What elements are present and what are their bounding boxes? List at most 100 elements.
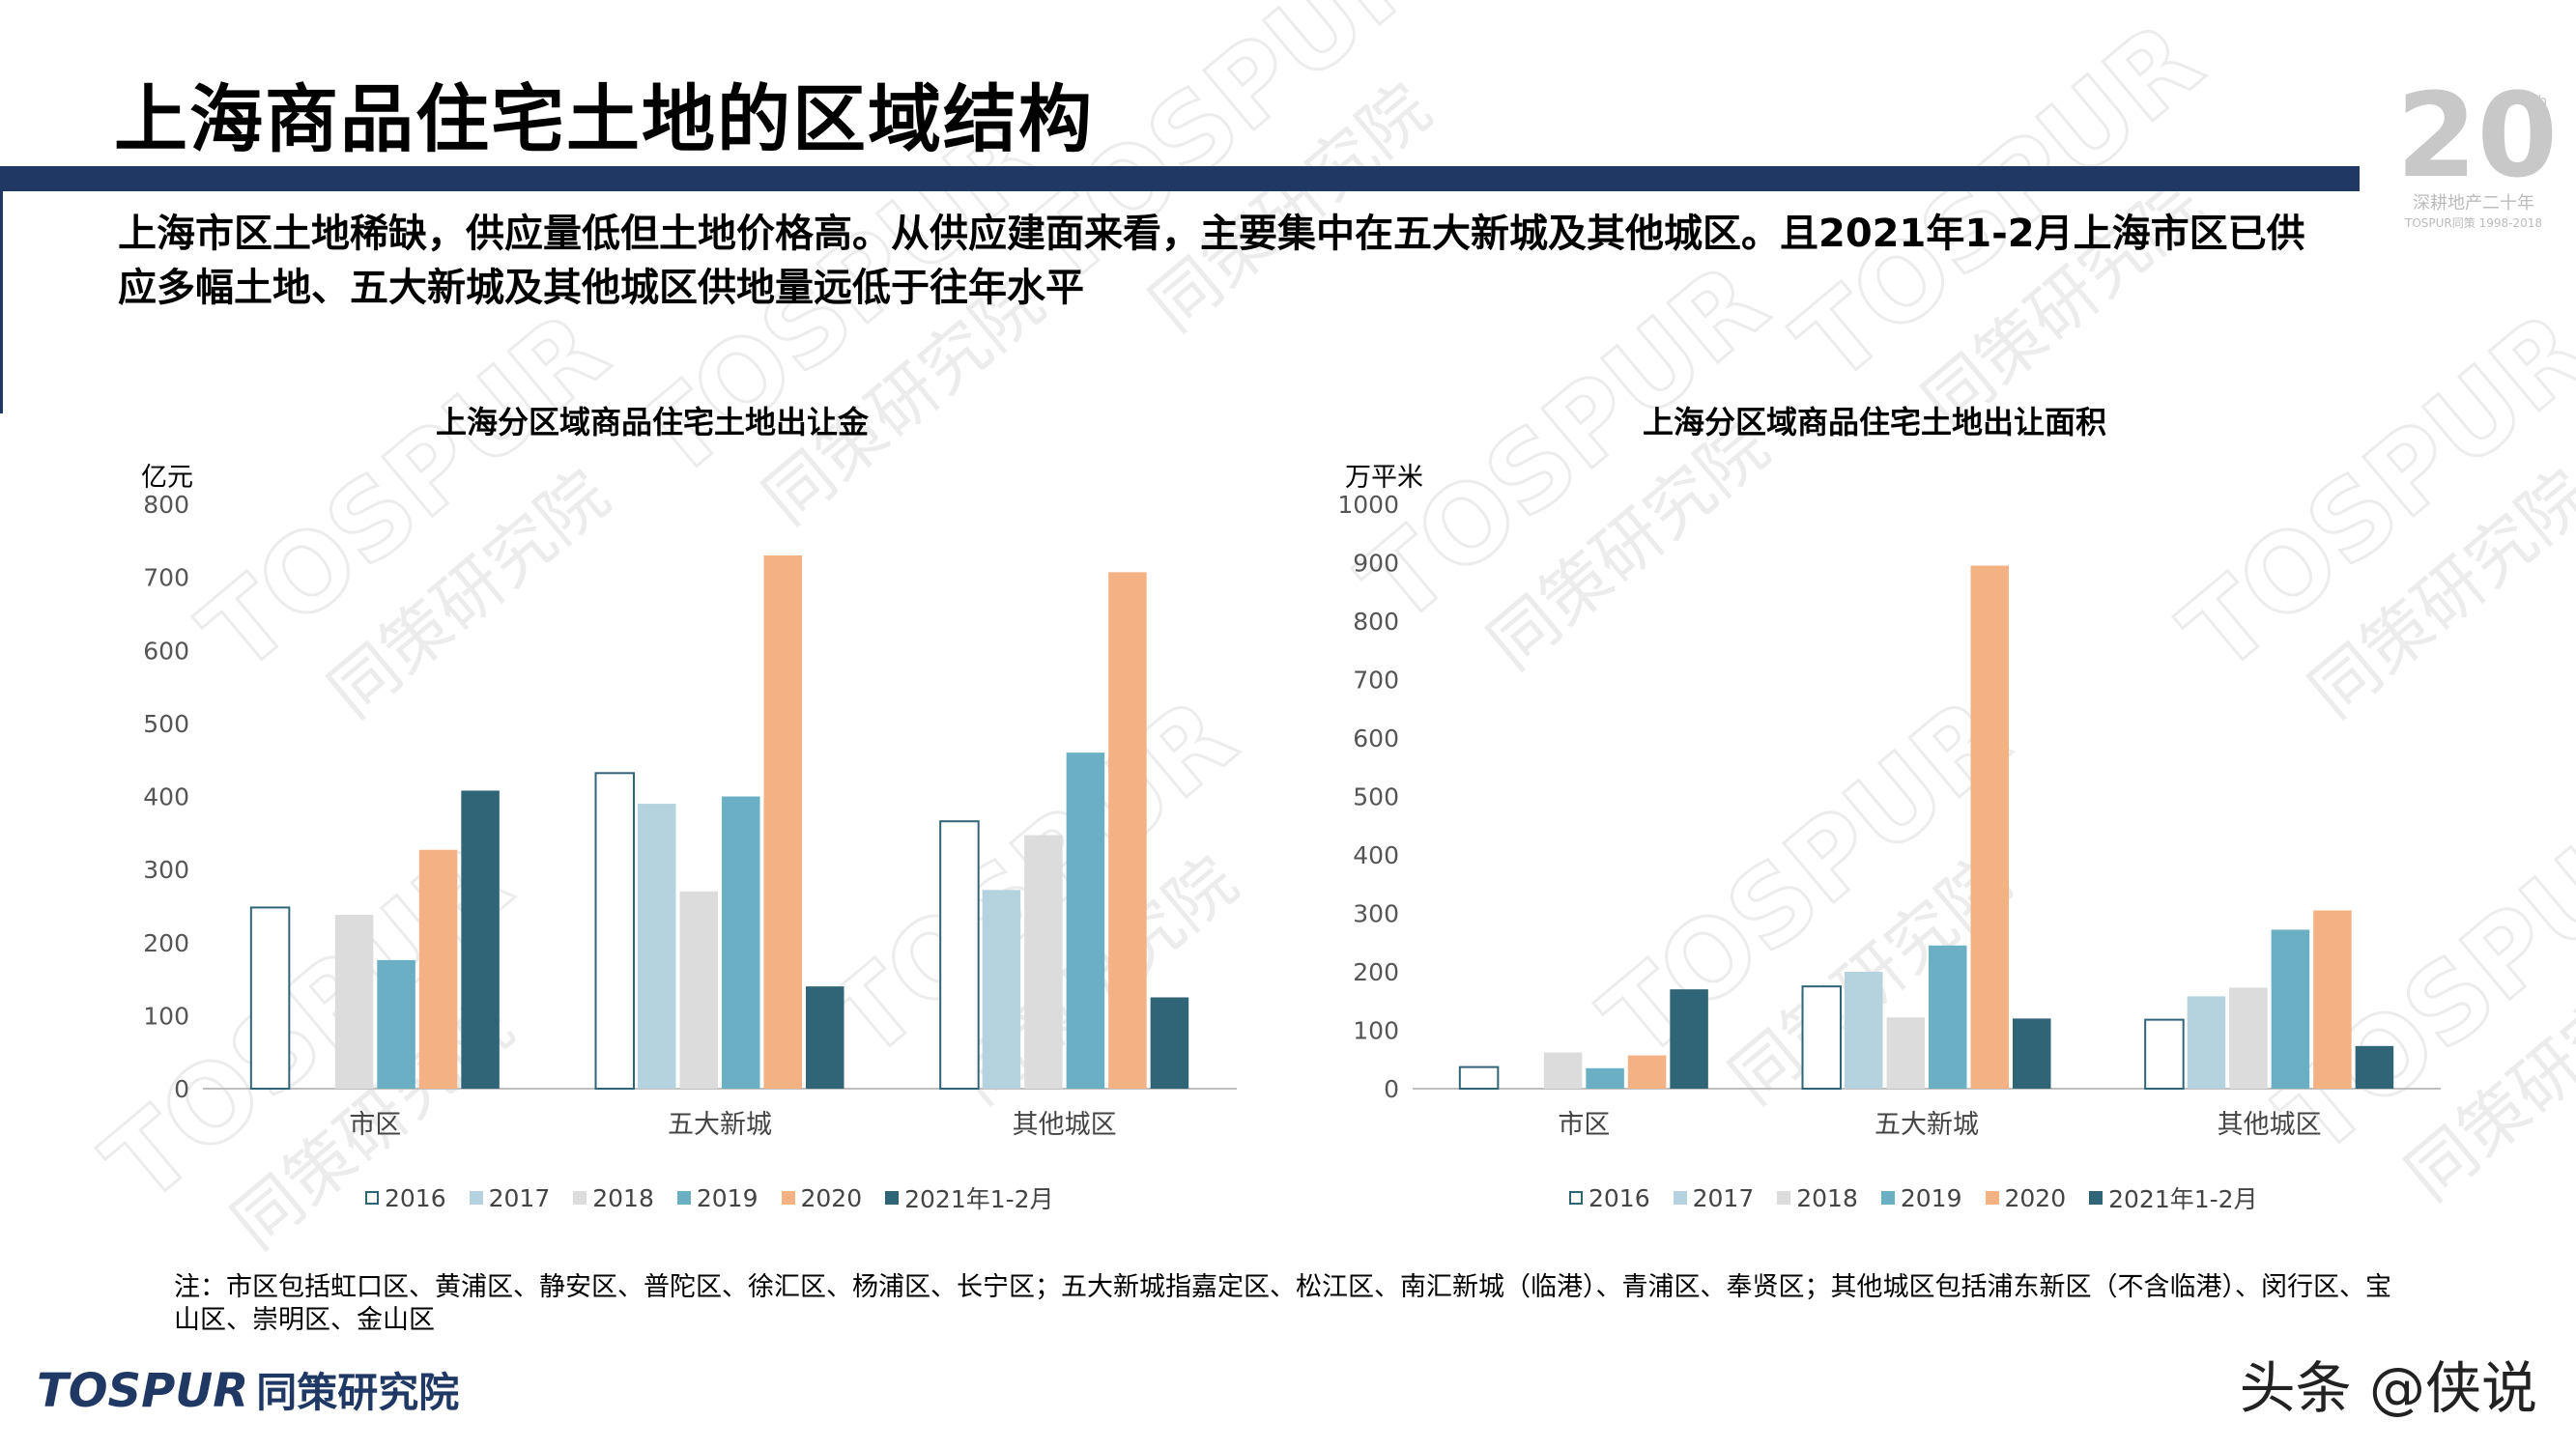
bar-2019-五大新城 — [722, 796, 760, 1089]
y-tick-label: 400 — [143, 783, 189, 811]
bar-2018-其他城区 — [2229, 987, 2268, 1089]
legend-swatch — [365, 1191, 379, 1205]
legend-swatch — [1569, 1191, 1583, 1205]
anniversary-20-icon: 20 th — [2396, 70, 2558, 204]
y-tick-label: 700 — [143, 564, 189, 592]
bar-2019-其他城区 — [2271, 929, 2310, 1089]
legend-swatch — [573, 1191, 587, 1205]
bar-2020-市区 — [418, 849, 458, 1089]
legend-swatch — [885, 1191, 900, 1205]
y-tick-label: 100 — [143, 1002, 189, 1030]
bar-2018-市区 — [1543, 1052, 1583, 1089]
legend-label: 2021年1-2月 — [904, 1185, 1054, 1213]
chart-2-unit: 万平米 — [1345, 463, 1423, 493]
x-category-label: 其他城区 — [2218, 1110, 2322, 1140]
legend-item: 2017 — [1673, 1183, 1755, 1212]
legend-swatch — [1985, 1191, 1999, 1205]
y-tick-label: 1000 — [1337, 491, 1399, 519]
bar-2016-其他城区 — [939, 820, 980, 1090]
legend-swatch — [781, 1191, 795, 1205]
page-title: 上海商品住宅土地的区域结构 — [114, 76, 1094, 162]
source-credit: 头条 @侠说 — [2239, 1355, 2537, 1421]
bar-2016-五大新城 — [594, 772, 635, 1090]
bar-2016-市区 — [249, 906, 291, 1091]
y-tick-label: 700 — [1353, 667, 1399, 695]
legend-label: 2020 — [2004, 1183, 2067, 1212]
bar-2018-五大新城 — [1886, 1017, 1925, 1089]
bar-2017-其他城区 — [982, 890, 1021, 1089]
legend-label: 2017 — [1692, 1183, 1755, 1212]
bar-2020-其他城区 — [1108, 572, 1147, 1089]
bar-2021年1-2月-五大新城 — [806, 986, 844, 1089]
bar-2021年1-2月-市区 — [1670, 989, 1708, 1089]
x-category-label: 其他城区 — [1013, 1110, 1117, 1140]
svg-text:TOSPUR: TOSPUR — [1772, 0, 2223, 406]
chart-1-title: 上海分区域商品住宅土地出让金 — [435, 404, 869, 440]
legend-item: 2020 — [781, 1183, 863, 1212]
legend-swatch — [469, 1191, 483, 1205]
legend-item: 2016 — [1569, 1184, 1650, 1212]
title-rule — [0, 166, 2360, 191]
bar-2019-其他城区 — [1066, 753, 1105, 1089]
legend-label: 2018 — [592, 1183, 654, 1212]
y-tick-label: 500 — [143, 710, 189, 738]
x-category-label: 五大新城 — [1875, 1110, 1979, 1140]
bar-2020-市区 — [1627, 1055, 1667, 1089]
legend-item: 2021年1-2月 — [885, 1180, 1054, 1215]
legend-label: 2019 — [1900, 1183, 1962, 1212]
y-tick-label: 0 — [174, 1075, 189, 1103]
legend-item: 2016 — [365, 1184, 446, 1212]
brand-logo: TOSPUR 同策研究院 — [37, 1360, 459, 1419]
legend-swatch — [1777, 1191, 1791, 1205]
bar-2017-五大新城 — [1845, 972, 1883, 1089]
legend-swatch — [1673, 1191, 1687, 1205]
bar-2019-市区 — [377, 959, 415, 1089]
legend-item: 2017 — [469, 1183, 551, 1212]
bar-2017-五大新城 — [638, 804, 676, 1089]
bar-2018-其他城区 — [1024, 835, 1063, 1089]
bar-2018-五大新城 — [679, 891, 718, 1089]
bar-2021年1-2月-其他城区 — [1150, 997, 1189, 1089]
anniversary-logo: 20 th 深耕地产二十年 TOSPUR同策 1998-2018 — [2387, 70, 2561, 253]
y-tick-label: 900 — [1353, 550, 1399, 578]
bar-2018-市区 — [334, 915, 374, 1089]
chart-2-title: 上海分区域商品住宅土地出让面积 — [1642, 404, 2106, 440]
bar-2021年1-2月-市区 — [461, 790, 500, 1089]
bar-2021年1-2月-五大新城 — [2013, 1018, 2051, 1089]
chart-1-unit: 亿元 — [141, 463, 193, 493]
legend-item: 2018 — [1777, 1184, 1858, 1212]
legend-item: 2019 — [1880, 1183, 1962, 1212]
y-tick-label: 300 — [143, 856, 189, 884]
legend-item: 2021年1-2月 — [2089, 1180, 2258, 1215]
legend-label: 2016 — [385, 1183, 446, 1212]
legend-label: 2021年1-2月 — [2108, 1185, 2258, 1213]
legend-swatch — [1880, 1191, 1895, 1205]
y-tick-label: 100 — [1353, 1017, 1399, 1045]
anniversary-caption-2: TOSPUR同策 1998-2018 — [2405, 216, 2542, 230]
y-tick-label: 200 — [1353, 958, 1399, 986]
chart-2-legend: 2016 2017 2018 2019 2020 2021年1-2月 — [1569, 1180, 2258, 1215]
bar-2020-五大新城 — [763, 554, 802, 1089]
page-subtitle: 上海市区土地稀缺，供应量低但土地价格高。从供应建面来看，主要集中在五大新城及其他… — [118, 212, 2305, 310]
y-tick-label: 800 — [1353, 608, 1399, 636]
legend-item: 2019 — [676, 1184, 758, 1212]
brand-name-cn: 同策研究院 — [256, 1369, 460, 1416]
bar-2020-其他城区 — [2313, 910, 2352, 1089]
bar-2016-其他城区 — [2144, 1018, 2185, 1090]
anniversary-sup: th — [2532, 92, 2547, 110]
legend-label: 2020 — [800, 1183, 863, 1212]
legend-label: 2017 — [488, 1183, 551, 1212]
x-category-label: 市区 — [1558, 1110, 1610, 1140]
bar-2021年1-2月-其他城区 — [2355, 1045, 2394, 1089]
legend-item: 2020 — [1985, 1183, 2067, 1212]
y-tick-label: 800 — [143, 491, 189, 519]
y-tick-label: 600 — [143, 637, 189, 665]
anniversary-number: 20 — [2396, 79, 2558, 185]
y-tick-label: 400 — [1353, 841, 1399, 869]
bar-2016-五大新城 — [1801, 985, 1842, 1090]
legend-item: 2018 — [573, 1184, 654, 1212]
left-rule — [0, 191, 3, 413]
y-tick-label: 0 — [1384, 1075, 1399, 1103]
bar-2019-五大新城 — [1929, 945, 1967, 1089]
brand-name: TOSPUR — [37, 1364, 249, 1418]
